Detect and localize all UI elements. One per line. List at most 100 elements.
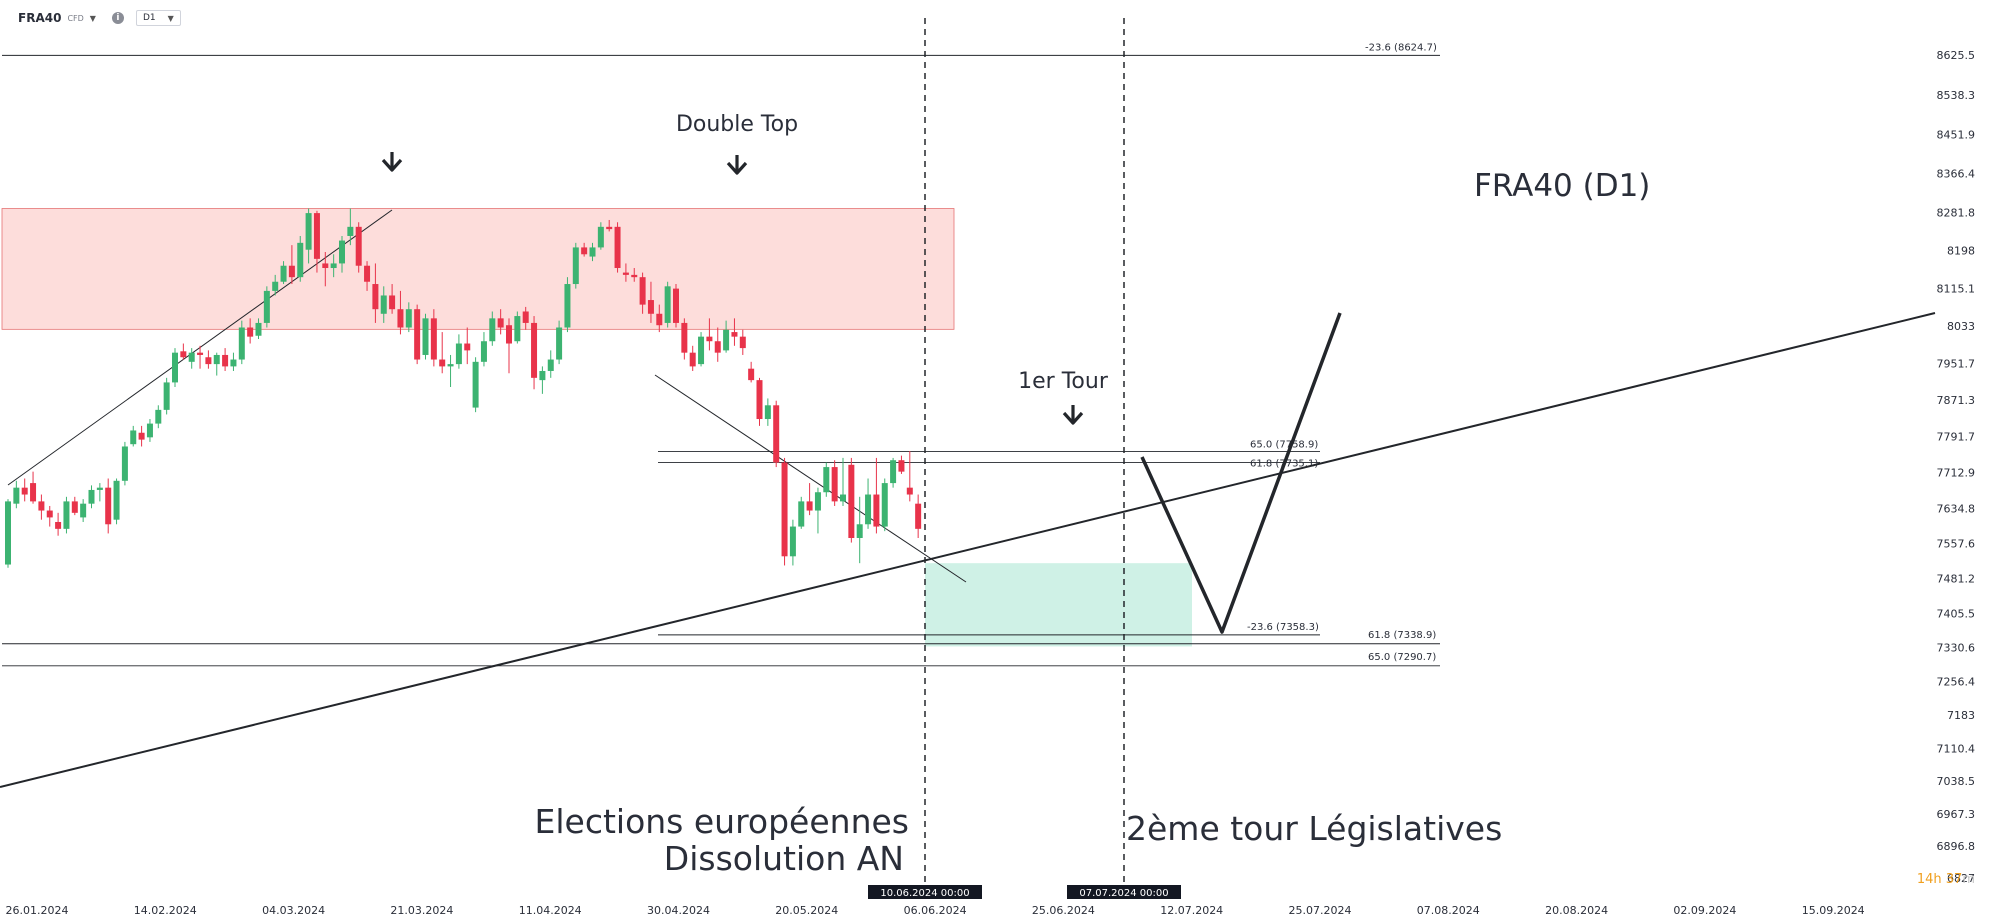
bearish-candle [647,300,654,314]
bearish-candle [372,284,379,310]
price-tick-label: 8625.5 [1937,49,1976,62]
zones-layer [1,208,1192,647]
bearish-candle [414,309,421,360]
bullish-candle [272,281,279,291]
bullish-candle [472,361,479,408]
fib-level-label: -23.6 (8624.7) [1365,42,1437,53]
symbol-dropdown-icon[interactable]: ▼ [89,13,96,23]
crosshair-date-label: 10.06.2024 00:00 [880,888,969,899]
bearish-candle [397,309,404,328]
date-tick-label: 15.09.2024 [1802,904,1865,917]
first-round-label: 1er Tour [1018,369,1109,394]
bearish-candle [756,380,763,420]
bearish-candle [622,272,629,275]
price-tick-label: 8198 [1947,245,1975,258]
bullish-candle [188,352,195,362]
bullish-candle [764,405,771,420]
bearish-candle [706,336,713,342]
bullish-candle [564,284,571,328]
date-tick-label: 20.08.2024 [1545,904,1608,917]
bullish-candle [380,295,387,314]
bearish-candle [531,322,538,378]
bearish-candle [915,503,922,529]
bearish-candle [46,510,53,518]
crosshair-date-label: 07.07.2024 00:00 [1079,888,1168,899]
bearish-candle [430,318,437,360]
bullish-candle [865,494,872,525]
bearish-candle [681,322,688,353]
date-tick-label: 26.01.2024 [6,904,69,917]
bullish-candle [113,480,120,520]
date-tick-label: 02.09.2024 [1673,904,1736,917]
fib-level-label: 65.0 (7290.7) [1368,652,1436,663]
bullish-candle [297,242,304,278]
chevron-down-icon: ▼ [167,13,174,23]
date-tick-label: 30.04.2024 [647,904,710,917]
double-top-label: Double Top [676,112,798,137]
info-icon[interactable]: i [111,12,124,24]
bullish-candle [789,526,796,557]
down-arrow-icon [726,161,748,175]
event-label: Elections européennes [535,802,910,841]
bearish-candle [581,247,588,255]
bullish-candle [255,322,262,336]
price-tick-label: 6896.8 [1937,840,1976,853]
bullish-candle [330,263,337,269]
bullish-candle [539,370,546,381]
bearish-candle [831,467,838,502]
bearish-candle [497,318,504,328]
price-tick-label: 8366.4 [1937,168,1976,181]
price-axis: 8625.5 8538.3 8451.9 8366.4 8281.8 8198 8115.1… [1937,49,1976,885]
bearish-candle [506,325,512,344]
bearish-candle [197,352,204,355]
bullish-candle [155,409,162,424]
bullish-candle [230,359,237,367]
chart-toolbar: FRA40 CFD ▼ i D1 ▼ [18,10,181,26]
price-tick-label: 8033 [1947,320,1975,333]
bearish-candle [180,351,187,358]
bullish-candle [63,501,70,529]
bullish-candle [556,327,563,360]
bearish-candle [806,501,813,511]
down-arrow-icon [381,158,403,172]
price-tick-label: 7038.5 [1937,775,1976,788]
bearish-candle [748,368,755,381]
bullish-candle [597,226,604,248]
bearish-candle [848,464,855,539]
bullish-candle [121,446,128,481]
price-tick-label: 7634.8 [1937,502,1976,515]
bearish-candle [639,277,646,305]
bearish-candle [873,494,880,527]
fib-level-label: -23.6 (7358.3) [1247,622,1319,633]
candles-layer [5,208,922,568]
time-axis: 26.01.2024 14.02.2024 04.03.2024 21.03.2024… [6,885,1865,917]
bullish-candle [881,483,888,527]
symbol-name[interactable]: FRA40 [18,11,62,25]
date-tick-label: 21.03.2024 [390,904,453,917]
bearish-candle [21,487,28,495]
bearish-candle [138,432,145,440]
timeframe-value: D1 [142,13,156,23]
timeframe-select[interactable]: D1 ▼ [135,10,181,26]
rising-trendline [0,312,1936,788]
bearish-candle [773,405,780,463]
bearish-candle [714,341,721,353]
bullish-candle [263,290,270,323]
bearish-candle [30,483,37,502]
bearish-candle [105,487,112,525]
bullish-candle [172,352,178,383]
date-tick-label: 14.02.2024 [134,904,197,917]
bullish-candle [339,240,345,264]
projection-path [1140,312,1342,634]
bearish-candle [55,521,62,529]
bullish-candle [13,487,20,504]
fib-level-label: 61.8 (7338.9) [1368,630,1436,641]
price-tick-label: 7951.7 [1937,357,1976,370]
bullish-candle [840,494,846,502]
bearish-candle [205,357,212,365]
bearish-candle [439,359,446,367]
bullish-candle [589,247,596,257]
bullish-candle [163,382,170,410]
bearish-candle [739,336,746,349]
